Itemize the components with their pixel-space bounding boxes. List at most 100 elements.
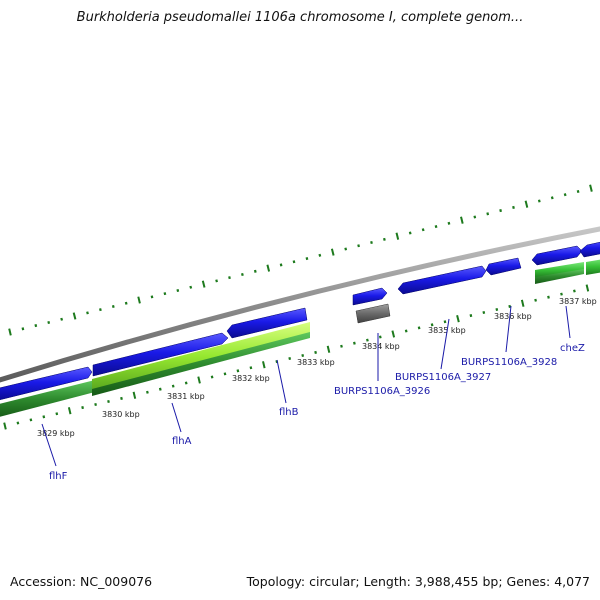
minor-tick: [314, 350, 317, 354]
minor-tick: [370, 241, 373, 245]
major-tick: [201, 280, 206, 288]
minor-tick: [353, 341, 356, 345]
pseudo-feature[interactable]: [355, 303, 391, 324]
minor-tick: [210, 375, 214, 379]
outer-tick-ring: [8, 184, 593, 336]
minor-tick: [495, 307, 499, 311]
minor-tick: [318, 253, 322, 257]
major-tick: [330, 248, 335, 256]
cds-feature[interactable]: [352, 287, 388, 306]
minor-tick: [344, 247, 348, 251]
minor-tick: [550, 196, 554, 200]
topology-summary: Topology: circular; Length: 3,988,455 bp…: [246, 574, 590, 589]
major-tick: [326, 345, 331, 353]
minor-tick: [99, 308, 102, 312]
minor-tick: [537, 199, 541, 203]
major-tick: [132, 391, 137, 399]
minor-tick: [111, 304, 115, 308]
minor-tick: [55, 412, 59, 416]
major-tick: [589, 184, 593, 192]
minor-tick: [508, 304, 512, 308]
minor-tick: [499, 209, 502, 213]
cds-feature[interactable]: [226, 307, 308, 339]
minor-tick: [417, 326, 421, 330]
minor-tick: [184, 381, 188, 385]
major-tick: [456, 315, 460, 323]
minor-tick: [163, 292, 167, 296]
minor-tick: [176, 288, 180, 292]
minor-tick: [482, 311, 486, 315]
gene-label-flhB[interactable]: flhB: [279, 407, 299, 418]
gene-label-burps1106a-3926[interactable]: BURPS1106A_3926: [334, 386, 430, 397]
minor-tick: [279, 263, 283, 267]
cds-feature[interactable]: [531, 245, 583, 266]
cds-feature[interactable]: [0, 366, 93, 401]
minor-tick: [81, 406, 84, 410]
major-tick: [67, 407, 72, 415]
minor-tick: [249, 366, 253, 370]
minor-tick: [158, 387, 162, 391]
minor-tick: [120, 396, 123, 400]
minor-tick: [223, 372, 227, 376]
major-tick: [3, 422, 7, 430]
minor-tick: [434, 225, 438, 229]
scale-label: 3833 kbp: [297, 358, 335, 367]
gene-label-flhA[interactable]: flhA: [172, 436, 192, 447]
cds-feature[interactable]: [579, 240, 600, 258]
scale-label: 3832 kbp: [232, 374, 270, 383]
minor-tick: [447, 221, 451, 225]
minor-tick: [29, 418, 33, 422]
gene-label-burps1106a-3928[interactable]: BURPS1106A_3928: [461, 357, 557, 368]
scale-label: 3830 kbp: [102, 410, 140, 419]
minor-tick: [21, 327, 25, 331]
minor-tick: [573, 289, 576, 293]
minor-tick: [366, 338, 369, 342]
minor-tick: [560, 292, 563, 296]
minor-tick: [236, 369, 240, 373]
scale-label: 3829 kbp: [37, 429, 75, 438]
minor-tick: [215, 279, 218, 283]
minor-tick: [288, 357, 292, 361]
minor-tick: [340, 344, 343, 348]
cds-feature[interactable]: [485, 257, 522, 276]
cds-track: [0, 240, 600, 401]
minor-tick: [576, 189, 580, 193]
major-tick: [137, 296, 141, 304]
minor-tick: [292, 260, 296, 264]
map-title: Burkholderia pseudomallei 1106a chromoso…: [76, 10, 524, 25]
gene-label-connectors: [41, 305, 571, 467]
minor-tick: [107, 399, 110, 403]
minor-tick: [86, 311, 89, 315]
minor-tick: [150, 295, 154, 299]
gene-label-flhF[interactable]: flhF: [49, 471, 68, 482]
major-tick: [8, 328, 12, 336]
minor-tick: [563, 193, 567, 197]
scale-label: 3837 kbp: [559, 297, 597, 306]
gc-track: [0, 259, 600, 417]
accession-text: Accession: NC_009076: [10, 574, 153, 589]
minor-tick: [228, 276, 231, 280]
gene-label-chez[interactable]: cheZ: [560, 343, 585, 354]
cds-feature[interactable]: [92, 332, 229, 377]
minor-tick: [253, 269, 257, 273]
major-tick: [391, 330, 396, 338]
minor-tick: [124, 301, 128, 305]
minor-tick: [146, 390, 149, 394]
minor-tick: [430, 323, 434, 327]
minor-tick: [378, 335, 382, 339]
major-tick: [197, 376, 201, 384]
minor-tick: [275, 360, 279, 364]
major-tick: [266, 264, 271, 272]
minor-tick: [421, 228, 425, 232]
minor-tick: [171, 384, 175, 388]
minor-tick: [42, 415, 46, 419]
minor-tick: [547, 295, 550, 299]
cds-feature[interactable]: [397, 265, 487, 295]
minor-tick: [443, 320, 447, 324]
minor-tick: [305, 257, 309, 261]
inner-tick-ring: [3, 284, 590, 430]
minor-tick: [241, 272, 244, 277]
gene-label-burps1106a-3927[interactable]: BURPS1106A_3927: [395, 372, 491, 383]
